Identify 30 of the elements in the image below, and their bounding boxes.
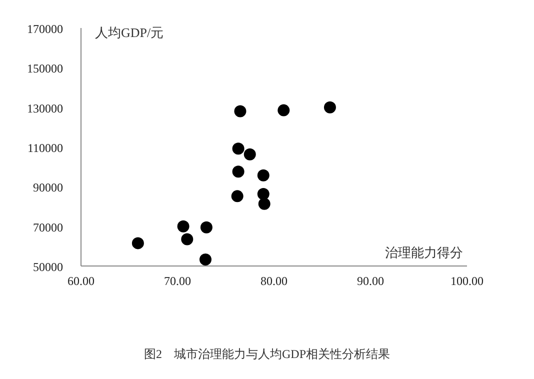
point [278, 104, 290, 116]
y-tick-label: 170000 [27, 22, 63, 36]
y-axis-title: 人均GDP/元 [95, 25, 164, 40]
x-tick-label: 60.00 [68, 274, 94, 288]
y-tick-label: 130000 [27, 101, 63, 116]
x-axis-title: 治理能力得分 [385, 245, 463, 260]
point [200, 221, 212, 234]
x-tick-label: 70.00 [164, 274, 191, 288]
y-tick-label: 150000 [27, 62, 63, 76]
y-tick-label: 90000 [33, 180, 63, 195]
point [257, 188, 270, 200]
point [177, 220, 190, 232]
point [231, 190, 244, 202]
y-tick-label: 70000 [33, 220, 63, 234]
point [257, 169, 270, 182]
caption: 图2 城市治理能力与人均GDP相关性分析结果 [144, 347, 390, 361]
point [199, 253, 212, 266]
x-tick-label: 80.00 [260, 274, 288, 288]
point [181, 233, 194, 246]
point [232, 166, 244, 178]
point [232, 142, 244, 155]
point [132, 237, 144, 250]
point [244, 148, 256, 160]
point [234, 105, 246, 118]
y-tick-label: 50000 [33, 260, 63, 274]
point [258, 198, 270, 210]
y-tick-label: 110000 [27, 141, 63, 155]
x-tick-label: 100.00 [450, 274, 484, 288]
point [324, 101, 336, 114]
x-tick-label: 90.00 [357, 274, 384, 288]
